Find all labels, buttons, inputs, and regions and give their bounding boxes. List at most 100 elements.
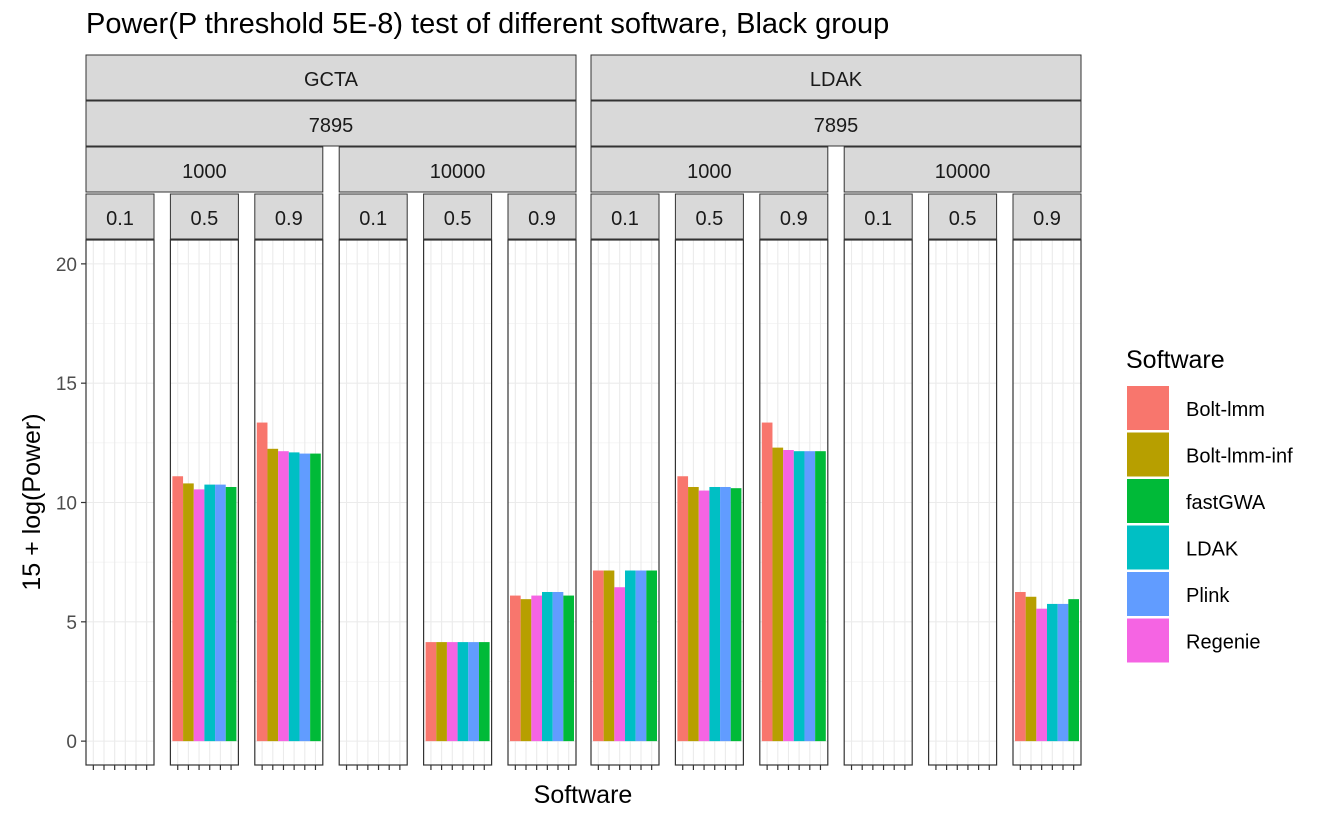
bar-regenie xyxy=(1036,608,1047,742)
facet-strip-software-label: GCTA xyxy=(304,69,359,91)
bar-ldak xyxy=(1047,603,1058,742)
x-axis-title: Software xyxy=(534,781,633,809)
facet-strip-n-label: 7895 xyxy=(309,115,354,137)
bar-plink xyxy=(720,486,731,742)
facet-strip-panel-label: 0.9 xyxy=(528,208,556,230)
bar-bolt-lmm-inf xyxy=(1025,596,1037,742)
facet-strip-panel-label: 0.5 xyxy=(695,208,723,230)
bar-plink xyxy=(1057,603,1069,742)
facet-strip-panel xyxy=(169,193,239,240)
facet-strip-software xyxy=(590,54,1082,101)
facet-strip-n xyxy=(85,100,577,147)
bar-bolt-lmm xyxy=(593,570,604,742)
facet-strip-group xyxy=(843,146,1082,193)
legend-key-bolt-lmm-inf xyxy=(1127,432,1169,477)
bar-regenie xyxy=(446,642,458,742)
facet-strip-panel-label: 0.1 xyxy=(864,208,892,230)
facet-strip-panel xyxy=(590,193,660,240)
bar-bolt-lmm xyxy=(677,476,689,742)
legend-label: Regenie xyxy=(1186,632,1261,654)
y-tick-label: 0 xyxy=(66,732,77,753)
bar-bolt-lmm-inf xyxy=(688,486,699,742)
facet-strip-n xyxy=(590,100,1082,147)
legend-title: Software xyxy=(1126,346,1225,374)
facet-strip-panel xyxy=(507,193,577,240)
facet-strip-panel-label: 0.9 xyxy=(780,208,808,230)
bar-bolt-lmm-inf xyxy=(520,599,532,742)
legend-label: Plink xyxy=(1186,585,1230,607)
panel-border xyxy=(843,239,913,766)
bar-regenie xyxy=(698,490,710,742)
bar-bolt-lmm-inf xyxy=(603,570,615,742)
bar-fastgwa xyxy=(815,451,826,742)
facet-strip-panel-label: 0.1 xyxy=(106,208,134,230)
bar-fastgwa xyxy=(310,453,321,742)
bar-bolt-lmm xyxy=(256,422,268,742)
bar-regenie xyxy=(193,489,205,742)
bar-regenie xyxy=(783,450,794,742)
facet-strip-panel xyxy=(928,193,998,240)
legend-key-regenie xyxy=(1127,618,1169,663)
legend-key-ldak xyxy=(1127,525,1169,570)
facet-strip-panel xyxy=(759,193,829,240)
bar-bolt-lmm-inf xyxy=(436,642,447,742)
facet-strip-panel xyxy=(843,193,913,240)
facet-strip-panel-label: 0.9 xyxy=(1033,208,1061,230)
panel-border xyxy=(674,239,745,766)
bar-fastgwa xyxy=(478,642,490,742)
facet-strip-panel xyxy=(254,193,324,240)
legend-key-bolt-lmm xyxy=(1127,386,1169,430)
facet-strip-panel-label: 0.9 xyxy=(275,208,303,230)
facet-strip-group-label: 10000 xyxy=(430,161,486,183)
bar-bolt-lmm xyxy=(172,476,184,742)
bar-ldak xyxy=(457,642,469,742)
bar-bolt-lmm xyxy=(761,422,773,742)
chart-title: Power(P threshold 5E-8) test of differen… xyxy=(86,8,889,40)
facet-strip-panel xyxy=(1012,193,1082,240)
y-tick-label: 5 xyxy=(66,613,77,634)
facet-strip-panel-label: 0.1 xyxy=(359,208,387,230)
y-tick-label: 10 xyxy=(56,494,77,515)
legend-label: Bolt-lmm xyxy=(1186,399,1265,421)
facet-strip-panel xyxy=(85,193,155,240)
bar-fastgwa xyxy=(646,570,657,742)
legend-key-fastgwa xyxy=(1127,479,1169,523)
y-axis: 0 5 10 15 20 xyxy=(56,255,86,753)
y-tick-label: 15 xyxy=(56,374,77,395)
panel-border xyxy=(759,239,829,766)
bar-plink xyxy=(635,570,647,742)
facets-layer: GCTA 7895 1000 0.1 0.5 0.9 10000 0.1 0.5 0.9 LDAK 7… xyxy=(85,54,1082,770)
bar-ldak xyxy=(288,452,300,742)
legend-label: LDAK xyxy=(1186,539,1239,561)
y-axis-title: 15 + log(Power) xyxy=(18,413,46,590)
facet-strip-panel xyxy=(423,193,493,240)
legend-label: Bolt-lmm-inf xyxy=(1186,446,1293,468)
facet-strip-panel-label: 0.1 xyxy=(611,208,639,230)
bar-regenie xyxy=(614,587,625,742)
bar-bolt-lmm xyxy=(510,595,521,742)
bar-bolt-lmm-inf xyxy=(772,447,784,742)
bar-fastgwa xyxy=(563,595,574,742)
facet-strip-software xyxy=(85,54,577,101)
bar-ldak xyxy=(709,486,721,742)
panel-border xyxy=(1012,239,1082,766)
bar-fastgwa xyxy=(225,486,237,742)
bar-bolt-lmm-inf xyxy=(183,483,194,742)
panel-border xyxy=(169,239,239,766)
bar-plink xyxy=(804,451,816,742)
bar-fastgwa xyxy=(730,488,742,742)
facet-strip-group xyxy=(338,146,577,193)
y-tick-label: 20 xyxy=(56,255,77,276)
panel-border xyxy=(338,239,408,766)
facet-strip-group-label: 10000 xyxy=(935,161,991,183)
bar-plink xyxy=(552,591,564,742)
facet-strip-group-label: 1000 xyxy=(182,161,227,183)
panel-border xyxy=(507,239,577,766)
facet-strip-software-label: LDAK xyxy=(810,69,863,91)
bar-plink xyxy=(299,453,311,742)
facet-strip-n-label: 7895 xyxy=(814,115,859,137)
facet-strip-panel-label: 0.5 xyxy=(949,208,977,230)
legend: Software Bolt-lmm Bolt-lmm-inf fastGWA LDAK… xyxy=(1126,346,1293,663)
bar-fastgwa xyxy=(1068,599,1079,742)
